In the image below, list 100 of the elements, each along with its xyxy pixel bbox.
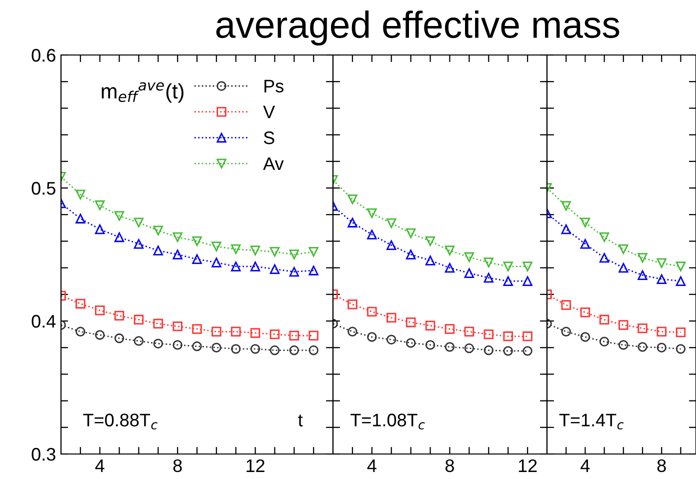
point [367, 208, 377, 218]
point [114, 333, 124, 344]
point [522, 346, 532, 356]
point [153, 338, 164, 348]
y-tick-label: 0.5 [32, 182, 56, 195]
y-tick-label: 0.3 [32, 448, 56, 461]
point [425, 256, 436, 266]
point [406, 228, 416, 238]
point [676, 344, 686, 354]
point [114, 211, 124, 221]
point [484, 329, 494, 340]
point [348, 300, 358, 310]
point [638, 342, 648, 352]
point [134, 314, 144, 325]
point [425, 320, 436, 331]
point [172, 321, 182, 332]
x-tick-label: 12 [246, 459, 264, 472]
text: averaged effective mass [216, 10, 620, 46]
point [212, 242, 222, 252]
point [599, 232, 610, 242]
point [656, 342, 666, 352]
x-tick-label: 4 [95, 460, 104, 472]
point [444, 324, 455, 334]
point [367, 332, 377, 342]
point [386, 312, 396, 323]
x-tick-label: 4 [580, 460, 590, 472]
point [503, 331, 513, 342]
point [503, 262, 513, 272]
x-tick-label: 8 [173, 459, 182, 472]
point [386, 334, 396, 344]
legend-label: Ps [264, 80, 284, 92]
point [192, 324, 202, 334]
point [250, 328, 260, 338]
point [172, 232, 182, 242]
point [656, 326, 666, 336]
point [676, 276, 686, 286]
point [406, 317, 416, 328]
point [676, 262, 686, 272]
point [618, 320, 628, 330]
point [638, 270, 648, 280]
point [289, 330, 300, 340]
point [406, 250, 416, 260]
x-tick-label: 4 [367, 460, 376, 472]
point [599, 252, 610, 263]
point [230, 326, 241, 336]
point [464, 252, 474, 262]
point [348, 326, 358, 336]
point [561, 201, 571, 211]
point [308, 330, 318, 340]
point [406, 338, 416, 348]
point [153, 246, 164, 256]
point [230, 262, 241, 272]
point [561, 224, 571, 234]
point [270, 264, 280, 274]
point [561, 326, 571, 336]
legend-label: Av [263, 157, 284, 170]
point [172, 250, 182, 260]
annotation: t [298, 414, 303, 426]
point [114, 310, 124, 321]
point [464, 326, 474, 336]
point [638, 323, 648, 334]
point [212, 326, 222, 336]
point [308, 345, 318, 356]
point [76, 298, 86, 309]
point [94, 330, 105, 340]
point [367, 230, 377, 240]
x-tick-label: 8 [445, 459, 454, 472]
point [618, 340, 628, 350]
y-tick-label: 0.6 [32, 48, 56, 62]
point [484, 345, 494, 356]
point [94, 200, 105, 210]
point [580, 239, 590, 249]
y-tick-label: 0.4 [32, 314, 56, 328]
point [289, 266, 300, 277]
point [289, 345, 300, 356]
point [192, 254, 202, 264]
annotation: m$_{eff}$$^{ave}$(t) [102, 82, 184, 103]
point [308, 246, 318, 257]
point [348, 218, 358, 228]
point [444, 262, 455, 273]
point [522, 276, 532, 286]
point [618, 262, 628, 273]
point [134, 218, 144, 228]
point [618, 244, 628, 254]
point [638, 252, 648, 263]
point [386, 240, 396, 250]
point [580, 332, 590, 342]
point [484, 258, 494, 268]
point [153, 318, 164, 329]
point [484, 272, 494, 283]
point [230, 244, 241, 254]
annotation: T=1.4T$_{c}$ [559, 414, 624, 430]
point [76, 190, 86, 200]
point [250, 246, 260, 256]
point [134, 336, 144, 346]
point [94, 224, 105, 234]
point [270, 345, 280, 356]
point [114, 232, 124, 242]
legend-label: S [264, 131, 274, 144]
point [250, 344, 260, 354]
